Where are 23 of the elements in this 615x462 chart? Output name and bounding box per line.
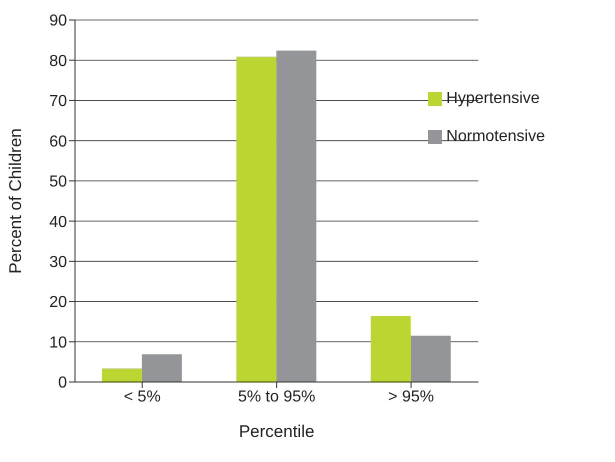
y-tick-label: 20 [49, 294, 68, 312]
x-axis-title: Percentile [238, 422, 314, 441]
y-tick-label: 60 [49, 133, 68, 150]
y-tick-label: 30 [49, 254, 68, 272]
bar [236, 56, 276, 382]
y-tick-label: 10 [49, 334, 68, 352]
y-tick-label: 40 [49, 214, 68, 231]
legend-label: Hypertensive [446, 90, 540, 107]
legend-label: Normotensive [446, 128, 545, 145]
y-tick-label: 50 [49, 174, 68, 191]
bar [142, 354, 182, 382]
y-tick-label: 80 [49, 52, 68, 70]
y-tick-label: 0 [58, 374, 68, 392]
bar [102, 368, 142, 382]
x-tick-label: 5% to 95% [238, 388, 316, 406]
bar [370, 316, 411, 382]
bar [410, 336, 451, 382]
y-tick-label: 70 [49, 93, 68, 110]
x-tick-label: > 95% [388, 388, 434, 406]
bar [276, 50, 316, 382]
x-tick-label: < 5% [124, 388, 161, 406]
y-tick-label: 90 [49, 12, 68, 30]
y-axis-title: Percent of Children [6, 128, 26, 274]
